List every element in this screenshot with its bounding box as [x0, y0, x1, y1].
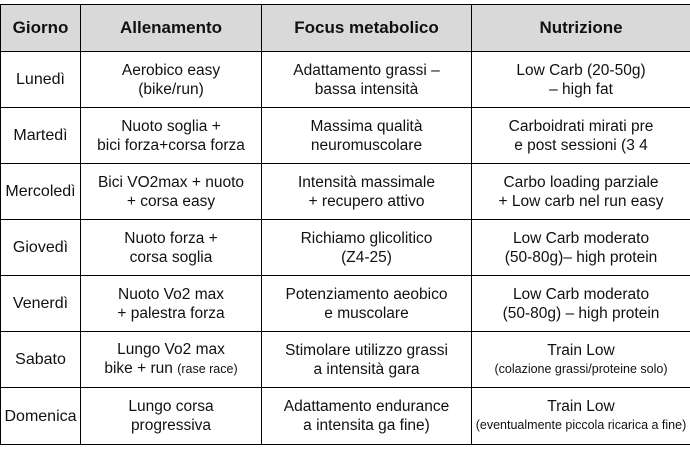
table-row: Lunedì Aerobico easy (bike/run) Adattamen…	[0, 51, 690, 108]
nutrition-cell: Low Carb moderato (50-80g)– high protein	[471, 219, 690, 276]
focus-cell: Adattamento endurance a intensita ga fine…	[261, 387, 472, 445]
table-row: Venerdì Nuoto Vo2 max + palestra forza Po…	[0, 275, 690, 332]
focus-cell: Stimolare utilizzo grassi a intensità gar…	[261, 331, 472, 388]
table-row: Giovedì Nuoto forza + corsa soglia Richia…	[0, 219, 690, 276]
training-cell: Nuoto Vo2 max + palestra forza	[80, 275, 262, 332]
focus-cell: Adattamento grassi – bassa intensità	[261, 51, 472, 108]
training-cell: Nuoto forza + corsa soglia	[80, 219, 262, 276]
focus-cell: Massima qualità neuromuscolare	[261, 107, 472, 164]
day-cell: Mercoledì	[0, 163, 81, 220]
weekly-plan-table: Giorno Allenamento Focus metabolico Nutr…	[0, 4, 690, 445]
focus-cell: Potenziamento aeobico e muscolare	[261, 275, 472, 332]
header-nutrition: Nutrizione	[471, 4, 690, 52]
training-cell: Aerobico easy (bike/run)	[80, 51, 262, 108]
training-cell: Lungo corsa progressiva	[80, 387, 262, 445]
table-row: Domenica Lungo corsa progressiva Adattame…	[0, 387, 690, 445]
training-cell: Lungo Vo2 max bike + run (rase race)	[80, 331, 262, 388]
header-training: Allenamento	[80, 4, 262, 52]
day-cell: Domenica	[0, 387, 81, 445]
table-row: Sabato Lungo Vo2 max bike + run (rase rac…	[0, 331, 690, 388]
day-cell: Lunedì	[0, 51, 81, 108]
header-metabolic-focus: Focus metabolico	[261, 4, 472, 52]
day-cell: Sabato	[0, 331, 81, 388]
training-cell: Bici VO2max + nuoto + corsa easy	[80, 163, 262, 220]
table-row: Martedì Nuoto soglia + bici forza+corsa f…	[0, 107, 690, 164]
nutrition-cell: Carboidrati mirati pre e post sessioni (3…	[471, 107, 690, 164]
focus-cell: Richiamo glicolitico (Z4-25)	[261, 219, 472, 276]
focus-cell: Intensità massimale + recupero attivo	[261, 163, 472, 220]
nutrition-cell: Train Low (colazione grassi/proteine solo…	[471, 331, 690, 388]
nutrition-cell: Carbo loading parziale + Low carb nel run…	[471, 163, 690, 220]
day-cell: Venerdì	[0, 275, 81, 332]
table-row: Mercoledì Bici VO2max + nuoto + corsa eas…	[0, 163, 690, 220]
nutrition-cell: Low Carb (20-50g) – high fat	[471, 51, 690, 108]
training-cell: Nuoto soglia + bici forza+corsa forza	[80, 107, 262, 164]
header-row: Giorno Allenamento Focus metabolico Nutr…	[0, 4, 690, 52]
day-cell: Martedì	[0, 107, 81, 164]
day-cell: Giovedì	[0, 219, 81, 276]
header-day: Giorno	[0, 4, 81, 52]
nutrition-cell: Low Carb moderato (50-80g) – high protein	[471, 275, 690, 332]
nutrition-cell: Train Low (eventualmente piccola ricarica…	[471, 387, 690, 445]
